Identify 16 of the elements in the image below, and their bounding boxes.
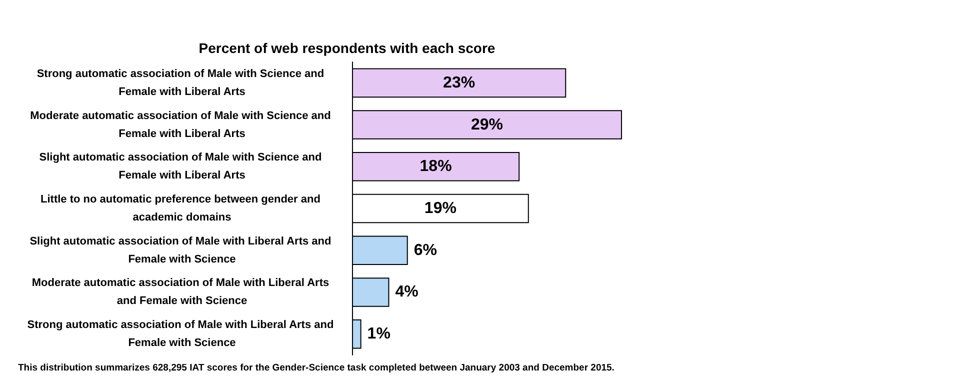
data-label: 4% [395, 284, 418, 301]
y-tick-label: Strong automatic association of Male with Liberal Arts and Female with Science [27, 319, 337, 350]
data-label: 29% [470, 116, 504, 134]
y-tick-label: Slight automatic association of Male with Liberal Arts and Female with Science [30, 235, 334, 266]
data-label: 1% [367, 326, 390, 343]
y-tick-label: Moderate automatic association of Male with Liberal Arts and Female with Science [32, 277, 332, 308]
data-label: 23% [443, 74, 476, 92]
data-label: 6% [414, 242, 437, 259]
text: This distribution summarizes 628,295 IAT scores for the Gender-Science task completed between January 2003 and December 2015. [18, 362, 614, 374]
chart-title: Percent of web respondents with each score [198, 40, 496, 56]
y-tick-label: Moderate automatic association of Male with Science and Female with Liberal Arts [30, 110, 334, 140]
data-label: 19% [424, 200, 456, 217]
y-tick-label: Strong automatic association of Male with Science and Female with Liberal Arts [36, 68, 328, 98]
y-tick-label: Slight automatic association of Male with Science and Female with Liberal Arts [39, 152, 325, 182]
y-tick-label: Little to no automatic preference between gender and academic domains [40, 194, 324, 224]
data-label: 18% [420, 158, 452, 176]
